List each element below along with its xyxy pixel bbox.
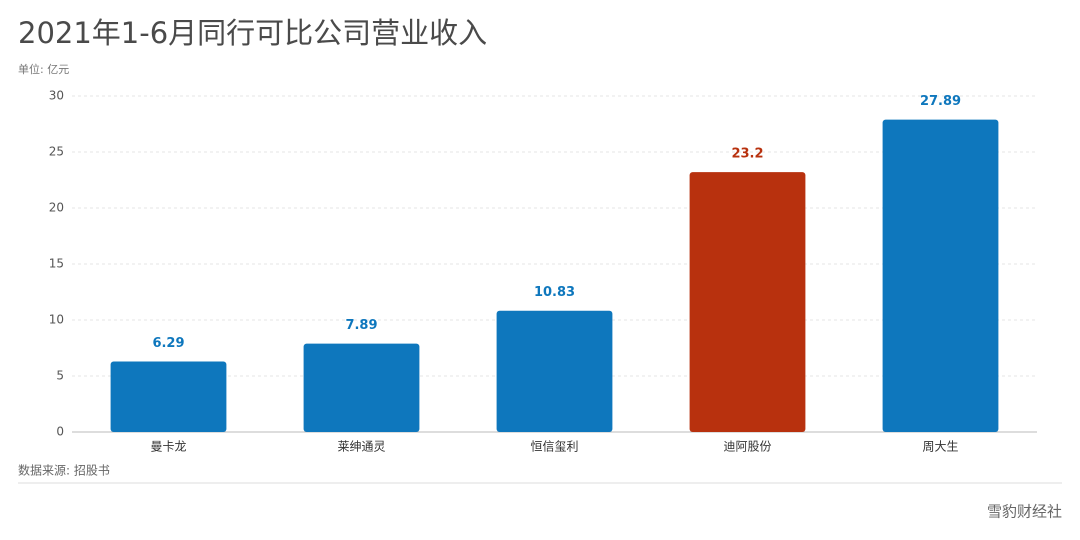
bar: [882, 119, 999, 432]
chart-title: 2021年1-6月同行可比公司营业收入: [18, 16, 487, 50]
x-tick-label: 恒信玺利: [530, 440, 578, 454]
source-note: 数据来源: 招股书: [18, 463, 110, 478]
y-tick-label: 5: [56, 369, 64, 383]
value-label: 23.2: [731, 147, 763, 162]
x-tick-label: 迪阿股份: [723, 440, 771, 454]
unit-label: 单位: 亿元: [18, 62, 69, 76]
x-tick-label: 周大生: [922, 440, 958, 454]
bar: [496, 310, 613, 432]
y-tick-label: 20: [49, 201, 64, 215]
value-label: 27.89: [920, 94, 961, 109]
bar: [110, 361, 227, 432]
y-tick-label: 15: [49, 257, 64, 271]
value-label: 6.29: [152, 336, 184, 351]
x-tick-label: 莱绅通灵: [337, 440, 385, 454]
y-tick-label: 25: [49, 145, 64, 159]
y-tick-label: 10: [49, 313, 64, 327]
y-tick-label: 0: [56, 425, 64, 439]
bar: [303, 343, 420, 432]
value-label: 7.89: [345, 318, 377, 333]
bar: [689, 172, 806, 432]
watermark: 雪豹财经社: [987, 503, 1062, 521]
y-tick-label: 30: [49, 89, 64, 103]
x-tick-label: 曼卡龙: [150, 440, 186, 454]
value-label: 10.83: [534, 285, 575, 300]
